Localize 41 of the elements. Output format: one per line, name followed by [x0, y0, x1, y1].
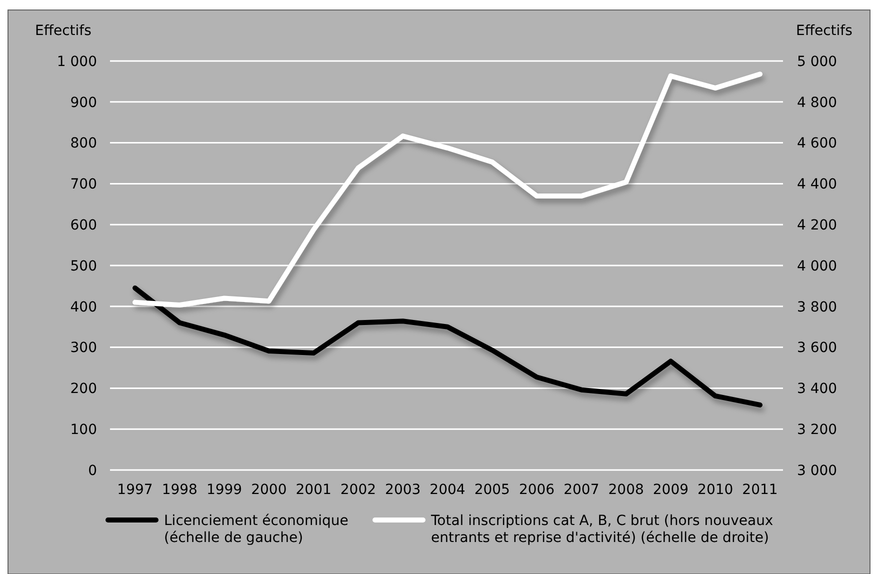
y-tick-label: 500 — [70, 258, 97, 274]
y2-axis-title: Effectifs — [796, 23, 852, 39]
y2-tick-label: 4 800 — [797, 94, 838, 111]
y2-tick-label: 3 200 — [797, 422, 838, 438]
y2-tick-label: 4 400 — [797, 176, 838, 193]
x-tick-label: 2003 — [385, 482, 421, 498]
y-tick-label: 700 — [70, 176, 97, 193]
x-tick-label: 1998 — [162, 482, 198, 498]
y-tick-label: 800 — [70, 136, 97, 152]
x-tick-label: 2011 — [742, 482, 778, 498]
x-tick-label: 2009 — [652, 482, 689, 498]
x-tick-label: 2000 — [251, 482, 287, 498]
y2-tick-label: 4 200 — [797, 218, 838, 234]
x-tick-label: 2008 — [608, 482, 644, 498]
y2-tick-label: 3 600 — [797, 340, 838, 356]
x-tick-label: 2007 — [564, 482, 600, 498]
y-axis-title: Effectifs — [35, 23, 92, 39]
x-tick-label: 2006 — [518, 482, 555, 498]
legend-label: Licenciement économique (échelle de gauche) — [164, 513, 348, 546]
y-tick-label: 400 — [70, 299, 97, 316]
y-tick-label: 1 000 — [56, 54, 97, 70]
y2-tick-label: 3 000 — [797, 462, 838, 479]
y-tick-label: 600 — [70, 218, 97, 234]
y2-tick-label: 4 000 — [797, 258, 838, 274]
legend-label: Total inscriptions cat A, B, C brut (hors nouveaux entrants et reprise d'activité) (échelle de droite) — [430, 513, 774, 546]
y2-tick-label: 3 800 — [797, 299, 838, 316]
x-tick-label: 1999 — [206, 482, 242, 498]
y2-tick-label: 4 600 — [797, 136, 838, 152]
x-tick-label: 2001 — [296, 482, 332, 498]
y2-tick-label: 5 000 — [797, 54, 838, 70]
y2-tick-label: 3 400 — [797, 381, 838, 398]
x-tick-label: 2010 — [698, 482, 734, 498]
x-tick-label: 2004 — [430, 482, 466, 498]
x-tick-label: 1997 — [117, 482, 153, 498]
y-tick-label: 300 — [70, 340, 97, 356]
y-tick-label: 200 — [70, 381, 97, 398]
y-tick-label: 100 — [70, 422, 97, 438]
x-tick-label: 2005 — [474, 482, 510, 498]
y-tick-label: 900 — [70, 94, 97, 111]
x-tick-label: 2002 — [340, 482, 376, 498]
y-tick-label: 0 — [88, 462, 97, 479]
